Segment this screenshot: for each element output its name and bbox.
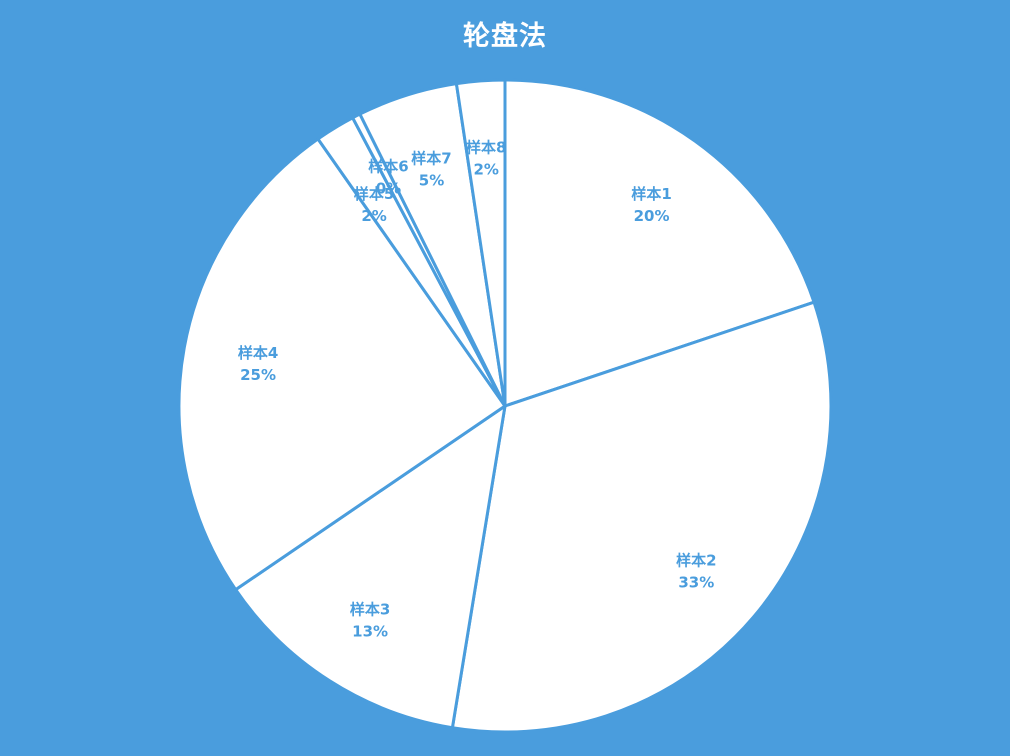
slice-percent-7: 5% xyxy=(419,172,444,190)
slice-percent-5: 2% xyxy=(361,207,386,225)
slice-label-7: 样本7 xyxy=(411,150,451,168)
slice-percent-4: 25% xyxy=(240,366,276,384)
pie-slice-2 xyxy=(450,300,833,734)
slice-label-1: 样本1 xyxy=(631,185,671,203)
slice-label-6: 样本6 xyxy=(368,158,408,176)
slice-percent-1: 20% xyxy=(634,207,670,225)
chart-title: 轮盘法 xyxy=(463,21,547,52)
slice-label-8: 样本8 xyxy=(466,139,506,157)
slice-percent-8: 2% xyxy=(474,161,499,179)
slice-label-3: 样本3 xyxy=(350,601,390,619)
pie-slice-8 xyxy=(454,78,507,408)
slice-percent-3: 13% xyxy=(352,623,388,641)
pie-slice-1 xyxy=(503,78,816,408)
slice-percent-2: 33% xyxy=(678,574,714,592)
slice-label-2: 样本2 xyxy=(676,552,716,570)
pie-slice-4 xyxy=(177,137,507,592)
slice-label-5: 样本5 xyxy=(354,185,394,203)
slice-percent-6: 0% xyxy=(376,180,401,198)
slice-label-4: 样本4 xyxy=(238,344,278,362)
pie-slice-3 xyxy=(234,404,507,730)
